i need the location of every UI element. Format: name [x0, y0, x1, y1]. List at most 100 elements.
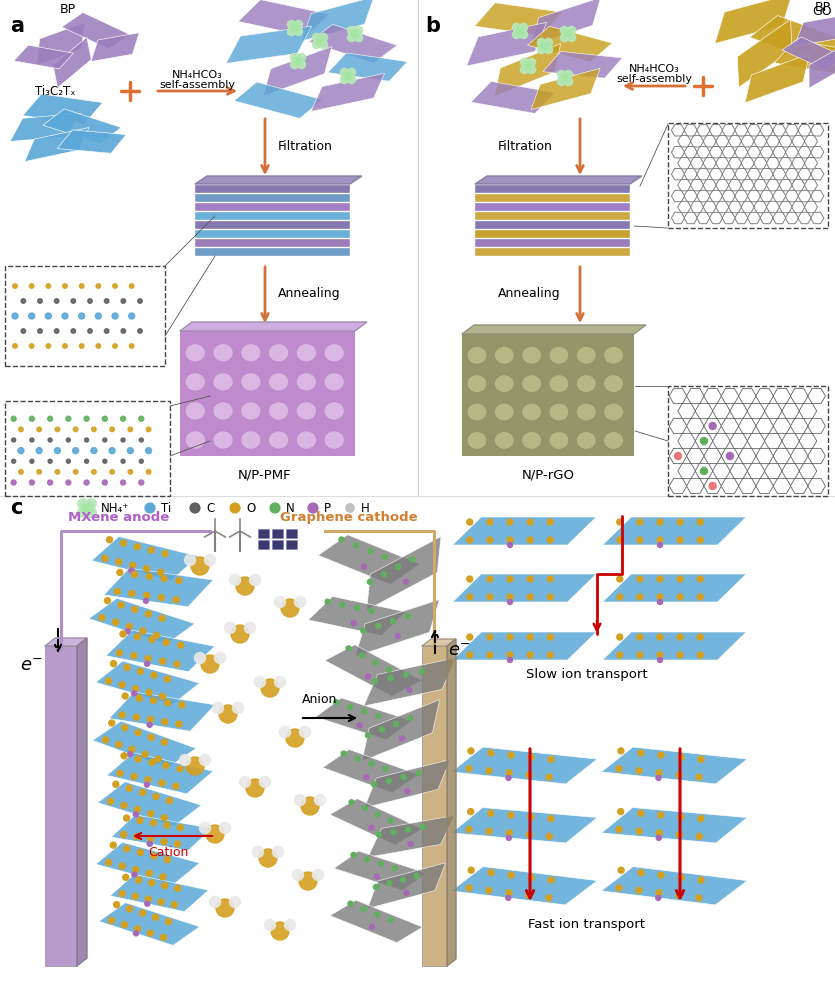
Circle shape: [201, 655, 219, 673]
Circle shape: [295, 21, 302, 29]
Circle shape: [527, 652, 533, 658]
Circle shape: [698, 756, 704, 762]
Circle shape: [21, 328, 26, 333]
Circle shape: [11, 416, 16, 421]
Polygon shape: [106, 630, 215, 671]
Circle shape: [38, 328, 43, 333]
Bar: [195, 248, 350, 256]
Circle shape: [334, 700, 339, 705]
Text: self-assembly: self-assembly: [616, 74, 692, 84]
Ellipse shape: [522, 346, 541, 364]
Circle shape: [126, 785, 132, 792]
Circle shape: [117, 770, 123, 776]
Circle shape: [408, 841, 413, 846]
Circle shape: [118, 602, 124, 608]
Circle shape: [275, 597, 286, 607]
Circle shape: [617, 594, 623, 599]
Circle shape: [149, 637, 154, 643]
Circle shape: [38, 299, 43, 304]
Circle shape: [655, 895, 660, 900]
Circle shape: [467, 652, 473, 658]
Circle shape: [568, 27, 575, 35]
Circle shape: [560, 34, 569, 41]
Circle shape: [697, 576, 703, 582]
Circle shape: [260, 777, 271, 788]
Circle shape: [362, 564, 367, 569]
Circle shape: [205, 554, 215, 566]
Circle shape: [92, 469, 96, 474]
Circle shape: [528, 66, 535, 74]
Circle shape: [139, 480, 144, 485]
Circle shape: [638, 810, 644, 816]
Polygon shape: [99, 902, 200, 946]
Circle shape: [547, 519, 554, 525]
Polygon shape: [43, 108, 121, 144]
Circle shape: [185, 554, 195, 566]
Polygon shape: [453, 632, 596, 660]
Circle shape: [508, 542, 513, 547]
Circle shape: [144, 662, 149, 667]
Polygon shape: [475, 176, 642, 184]
Circle shape: [675, 453, 681, 459]
Circle shape: [146, 871, 152, 877]
Ellipse shape: [604, 375, 624, 392]
Circle shape: [179, 702, 185, 708]
Text: BP: BP: [815, 1, 831, 14]
Circle shape: [121, 831, 127, 837]
Circle shape: [129, 746, 135, 752]
Circle shape: [165, 919, 171, 925]
Circle shape: [546, 895, 552, 901]
Ellipse shape: [549, 346, 569, 364]
Circle shape: [163, 762, 169, 768]
Circle shape: [513, 31, 520, 38]
Circle shape: [149, 759, 155, 765]
Circle shape: [128, 448, 134, 454]
Polygon shape: [111, 814, 212, 851]
Text: Annealing: Annealing: [498, 288, 560, 301]
Circle shape: [297, 60, 306, 69]
Polygon shape: [195, 176, 362, 184]
Circle shape: [125, 629, 130, 634]
Circle shape: [206, 825, 224, 843]
Circle shape: [144, 782, 149, 787]
Circle shape: [265, 920, 276, 931]
Circle shape: [145, 896, 151, 902]
Polygon shape: [453, 517, 596, 545]
Circle shape: [467, 594, 473, 599]
Circle shape: [37, 427, 42, 432]
Circle shape: [678, 875, 684, 880]
Text: Annealing: Annealing: [278, 288, 341, 301]
Circle shape: [150, 697, 156, 704]
Circle shape: [119, 890, 125, 896]
Circle shape: [116, 741, 122, 747]
Circle shape: [366, 733, 371, 738]
Circle shape: [261, 679, 279, 697]
Bar: [475, 248, 630, 256]
Circle shape: [230, 575, 240, 586]
Polygon shape: [301, 0, 374, 41]
Circle shape: [295, 795, 306, 806]
Circle shape: [347, 34, 356, 41]
Circle shape: [176, 578, 182, 584]
Text: Filtration: Filtration: [498, 139, 553, 153]
Circle shape: [164, 639, 170, 646]
Circle shape: [18, 448, 24, 454]
Circle shape: [355, 756, 360, 761]
Circle shape: [561, 74, 569, 82]
Ellipse shape: [468, 375, 487, 392]
Circle shape: [701, 438, 707, 445]
Circle shape: [295, 597, 306, 607]
Circle shape: [153, 914, 159, 920]
Circle shape: [520, 58, 529, 66]
Circle shape: [139, 416, 144, 421]
Circle shape: [405, 614, 410, 619]
Circle shape: [123, 875, 129, 880]
Circle shape: [506, 835, 511, 840]
Circle shape: [656, 770, 662, 776]
Circle shape: [546, 774, 552, 780]
Circle shape: [136, 878, 142, 883]
Bar: [422, 646, 447, 966]
Ellipse shape: [185, 402, 205, 420]
Circle shape: [29, 344, 34, 348]
Circle shape: [526, 772, 532, 778]
